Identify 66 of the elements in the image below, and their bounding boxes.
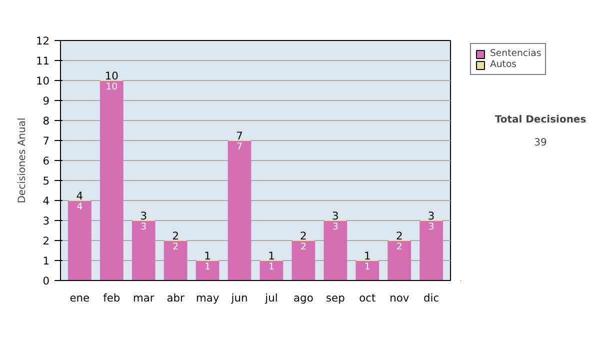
- y-axis-title: Decisiones Anual: [16, 118, 28, 204]
- y-tick-label: 3: [42, 214, 50, 228]
- data-label: 3: [332, 222, 338, 232]
- y-tick-label: 6: [42, 154, 50, 168]
- text: 39: [534, 138, 547, 148]
- data-label: 4: [76, 202, 83, 212]
- y-tick-label: 10: [36, 74, 50, 88]
- y-tick-label: 2: [42, 234, 50, 248]
- y-tick-label: 5: [42, 174, 50, 188]
- total-label: 3: [332, 210, 339, 222]
- bar: [388, 240, 412, 280]
- y-tick-label: 4: [42, 194, 50, 208]
- total-label: 1: [204, 250, 211, 262]
- data-label: 1: [204, 262, 211, 272]
- x-tick-label: nov: [390, 292, 410, 304]
- bar: [164, 240, 188, 280]
- bar: [228, 140, 252, 280]
- total-label: 2: [396, 230, 403, 242]
- x-tick-label: dic: [424, 292, 440, 304]
- x-tick-label: feb: [103, 292, 120, 304]
- bar: [100, 80, 124, 280]
- x-tick-label: mar: [132, 292, 155, 304]
- total-label: 1: [268, 250, 275, 262]
- x-tick-label: ago: [294, 292, 314, 304]
- data-label: 1: [364, 262, 370, 272]
- x-tick-label: may: [196, 292, 220, 304]
- y-tick-label: 0: [42, 274, 50, 288]
- y-tick-label: 7: [42, 134, 50, 148]
- y-tick-label: 11: [36, 54, 50, 68]
- y-tick-label: 9: [42, 94, 50, 108]
- bar: [196, 260, 220, 280]
- x-tick-label: oct: [359, 292, 376, 304]
- legend-label: Sentencias: [490, 48, 542, 59]
- total-label: 2: [172, 230, 179, 242]
- data-label: 10: [106, 82, 118, 92]
- data-label: 2: [300, 242, 306, 252]
- x-tick-label: sep: [326, 292, 346, 304]
- data-label: 3: [140, 222, 147, 232]
- legend-label: Autos: [490, 59, 517, 70]
- data-label: 1: [268, 262, 275, 272]
- x-tick-label: abr: [166, 292, 186, 304]
- total-label: 7: [236, 130, 243, 142]
- bar: [68, 200, 92, 280]
- bar: [260, 260, 284, 280]
- bar: [356, 260, 380, 280]
- x-tick-label: jul: [264, 292, 278, 304]
- total-label: 3: [140, 210, 148, 222]
- total-label: 4: [76, 190, 84, 202]
- bar: [132, 220, 156, 280]
- data-label: 2: [172, 242, 179, 252]
- x-tick-label: ene: [70, 292, 90, 304]
- total-label: 3: [428, 210, 435, 222]
- x-tick-label: jun: [230, 292, 248, 304]
- data-label: 3: [428, 222, 434, 232]
- bar: [420, 220, 444, 280]
- text: Total Decisiones: [494, 114, 586, 126]
- total-label: 1: [364, 250, 371, 262]
- y-tick-label: 8: [42, 114, 50, 128]
- data-label: 7: [236, 142, 243, 152]
- data-label: 2: [396, 242, 402, 252]
- bar: [292, 240, 316, 280]
- total-label: 10: [104, 70, 119, 82]
- total-label: 2: [300, 230, 307, 242]
- bar: [324, 220, 348, 280]
- y-tick-label: 1: [42, 254, 50, 268]
- y-tick-label: 12: [36, 34, 50, 48]
